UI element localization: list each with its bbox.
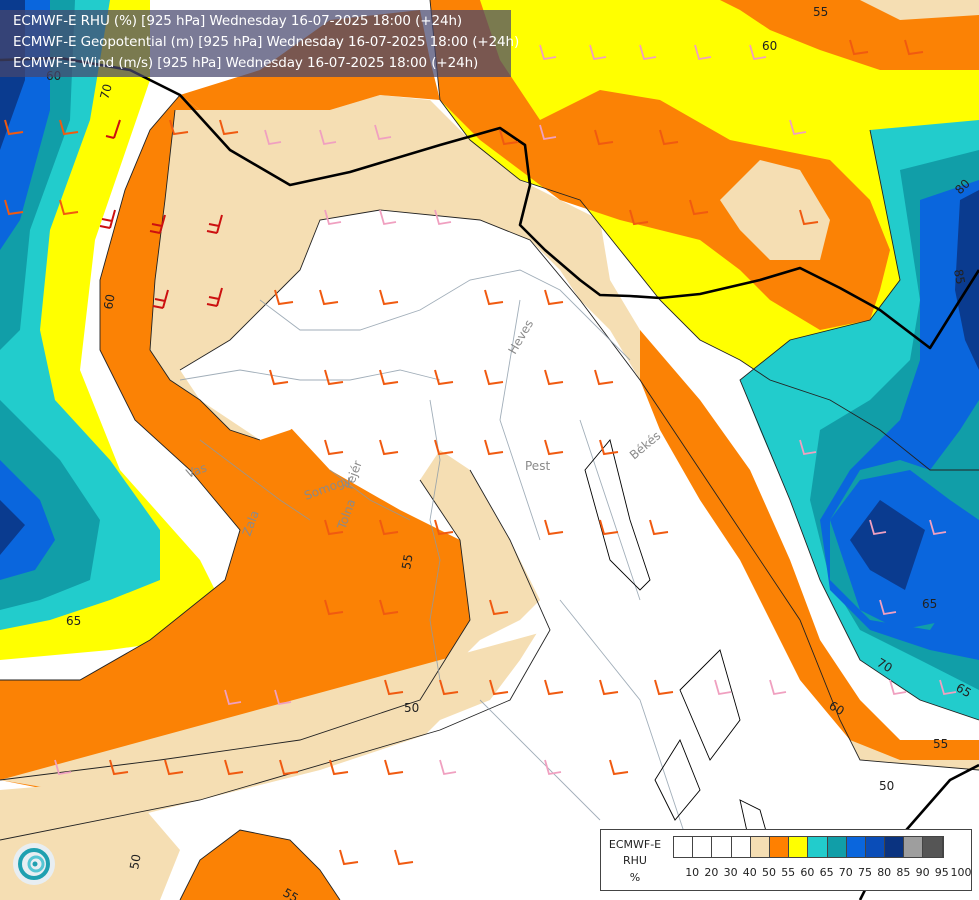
legend-swatch xyxy=(846,837,866,857)
contour-label: 60 xyxy=(762,39,777,53)
legend-tick-label: 90 xyxy=(915,866,930,879)
legend-swatch xyxy=(885,837,905,857)
contour-label: 55 xyxy=(399,553,415,570)
legend-swatch xyxy=(712,837,732,857)
legend-swatch xyxy=(904,837,924,857)
contour-label-group: 55 60 70 60 60 65 55 50 50 55 50 55 65 7… xyxy=(46,5,974,900)
fill-band-blue-left xyxy=(0,0,55,580)
contour-label: 65 xyxy=(922,597,937,611)
legend-tick-label: 95 xyxy=(934,866,949,879)
legend-swatch xyxy=(693,837,713,857)
fill-band-orange-south xyxy=(180,830,340,900)
fill-white-interior xyxy=(180,210,979,900)
legend-tick-label: 85 xyxy=(896,866,911,879)
legend-tick-label: 75 xyxy=(858,866,872,879)
legend-tick-label: 20 xyxy=(704,866,719,879)
legend-tick-label: 80 xyxy=(877,866,892,879)
fill-band-blue-east xyxy=(820,180,979,660)
legend: ECMWF-E RHU % 10 20 30 40 50 55 60 65 70 75 80 85 90… xyxy=(600,829,972,891)
legend-swatch xyxy=(769,837,790,857)
legend-swatch xyxy=(865,837,886,857)
legend-tick-label: 60 xyxy=(800,866,815,879)
legend-swatch xyxy=(789,837,809,857)
fill-band-tan-northeast xyxy=(860,0,979,20)
legend-swatch xyxy=(674,837,694,857)
contour-label: 50 xyxy=(404,701,419,715)
title-panel: ECMWF-E RHU (%) [925 hPa] Wednesday 16-0… xyxy=(0,10,519,77)
legend-ticks: 10 20 30 40 50 55 60 65 70 75 80 85 90 95 100 xyxy=(673,866,973,880)
wind-barbs-pink xyxy=(54,44,957,776)
legend-tick-label: 70 xyxy=(838,866,853,879)
legend-tick-label: 65 xyxy=(819,866,834,879)
contour-label: 55 xyxy=(813,5,828,19)
legend-tick-label: 55 xyxy=(781,866,796,879)
legend-swatch xyxy=(731,837,751,857)
legend-tick-label: 40 xyxy=(742,866,757,879)
contour-label: 65 xyxy=(66,614,81,628)
title-geopotential: ECMWF-E Geopotential (m) [925 hPa] Wedne… xyxy=(13,34,520,50)
fill-band-tan-south xyxy=(0,450,550,840)
contour-label: 85 xyxy=(951,268,967,285)
legend-title-variable: RHU xyxy=(623,854,647,867)
wind-barbs-orange xyxy=(4,39,924,866)
contour-label: 60 xyxy=(827,698,847,718)
title-rhu: ECMWF-E RHU (%) [925 hPa] Wednesday 16-0… xyxy=(13,13,463,29)
legend-swatch xyxy=(827,837,847,857)
legend-title-model: ECMWF-E xyxy=(608,838,662,851)
legend-tick-label: 100 xyxy=(950,866,972,879)
contour-label: 65 xyxy=(954,680,974,700)
legend-tick-label: 10 xyxy=(685,866,700,879)
contour-label: 70 xyxy=(97,82,114,100)
swirl-logo-icon xyxy=(13,843,55,885)
contour-label: 60 xyxy=(101,293,117,310)
contour-label: 70 xyxy=(875,655,895,675)
fill-band-orange-east xyxy=(640,330,979,760)
wind-barbs-red xyxy=(99,119,223,309)
fill-band-tan-north xyxy=(720,160,830,260)
contour-label: 50 xyxy=(879,779,894,793)
legend-title-unit: % xyxy=(629,871,641,884)
region-label-vas: Vas xyxy=(184,461,208,481)
legend-swatch xyxy=(808,837,828,857)
legend-swatch xyxy=(923,837,943,857)
legend-swatch xyxy=(750,837,770,857)
fill-band-navy-southeast xyxy=(850,500,925,590)
fill-band-orange-west xyxy=(0,95,470,790)
legend-tick-label: 30 xyxy=(723,866,738,879)
contour-label: 55 xyxy=(933,737,948,751)
title-wind: ECMWF-E Wind (m/s) [925 hPa] Wednesday 1… xyxy=(13,55,479,71)
contour-label: 50 xyxy=(127,853,143,870)
legend-swatches xyxy=(673,836,944,858)
contour-label: 55 xyxy=(281,885,301,900)
region-label-pest: Pest xyxy=(525,459,550,473)
legend-tick-label: 50 xyxy=(762,866,776,879)
